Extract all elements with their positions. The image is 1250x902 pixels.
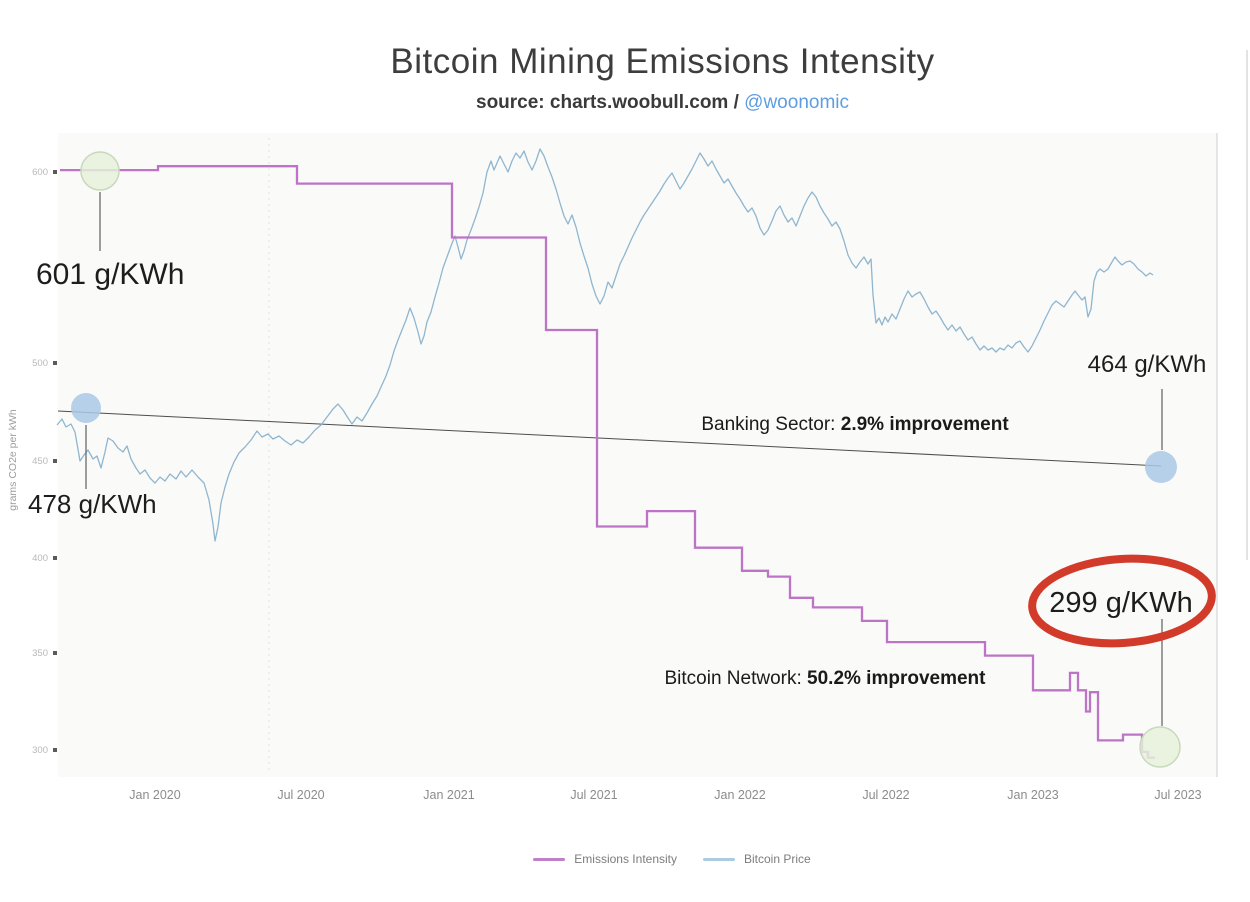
woonomic-link[interactable]: @woonomic bbox=[744, 92, 849, 113]
banking-sector-trend-line bbox=[57, 410, 1162, 467]
bitcoin-price-line bbox=[56, 148, 1154, 542]
chart-header: Bitcoin Mining Emissions Intensity sourc… bbox=[75, 42, 1250, 114]
source-text: source: charts.woobull.com / bbox=[476, 92, 745, 113]
y-tick-mark bbox=[53, 556, 57, 560]
plot-area bbox=[58, 133, 1217, 777]
y-tick-mark bbox=[53, 651, 57, 655]
legend-swatch bbox=[533, 857, 566, 861]
y-tick-label: 300 bbox=[32, 745, 48, 756]
emissions-intensity-line bbox=[60, 165, 1155, 759]
callout-value-label: 299 g/KWh bbox=[1049, 587, 1192, 619]
callout-value-label: 601 g/KWh bbox=[36, 258, 184, 291]
y-tick-mark bbox=[53, 748, 57, 752]
red-highlight-circle bbox=[1028, 554, 1216, 648]
chart-title: Bitcoin Mining Emissions Intensity bbox=[390, 42, 935, 81]
data-series bbox=[56, 148, 1162, 759]
legend-label: Emissions Intensity bbox=[574, 852, 677, 866]
x-tick-label: Jul 2021 bbox=[570, 788, 617, 802]
page-edge-divider bbox=[1246, 50, 1248, 560]
y-tick-label: 450 bbox=[32, 456, 48, 467]
chart-subtitle: source: charts.woobull.com / @woonomic bbox=[75, 92, 1250, 114]
banking-improvement-label: Banking Sector: 2.9% improvement bbox=[701, 414, 1009, 435]
callout-value-label: 464 g/KWh bbox=[1088, 351, 1207, 378]
y-tick-label: 500 bbox=[32, 358, 48, 369]
callout-labels: 601 g/KWh 478 g/KWh 464 g/KWh 299 g/KWh bbox=[28, 258, 1206, 619]
callout-markers bbox=[71, 151, 1216, 768]
blue-point-marker bbox=[1145, 451, 1177, 483]
x-tick-label: Jan 2023 bbox=[1007, 788, 1058, 802]
green-point-marker bbox=[80, 151, 120, 191]
y-tick-label: 600 bbox=[32, 167, 48, 178]
legend-item: Emissions Intensity bbox=[533, 852, 677, 866]
y-tick-mark bbox=[53, 459, 57, 463]
x-tick-label: Jan 2022 bbox=[714, 788, 765, 802]
axis-ticks: 600 500 450 400 350 300 Jan 2020 Jul 2020 Jan 20… bbox=[32, 167, 1202, 802]
y-tick-label: 350 bbox=[32, 648, 48, 659]
plot-background bbox=[58, 133, 1218, 777]
y-tick-mark bbox=[53, 170, 57, 174]
legend-label: Bitcoin Price bbox=[744, 852, 811, 866]
callout-value-label: 478 g/KWh bbox=[28, 489, 157, 519]
x-tick-label: Jul 2023 bbox=[1154, 788, 1201, 802]
y-tick-label: 400 bbox=[32, 553, 48, 564]
x-tick-label: Jan 2020 bbox=[129, 788, 180, 802]
chart-legend: Emissions Intensity Bitcoin Price bbox=[94, 852, 1250, 866]
y-axis-label: grams CO2e per kWh bbox=[7, 409, 19, 511]
green-point-marker bbox=[1139, 726, 1181, 768]
blue-point-marker bbox=[71, 393, 101, 423]
x-tick-label: Jul 2022 bbox=[862, 788, 909, 802]
x-tick-label: Jan 2021 bbox=[423, 788, 474, 802]
x-tick-label: Jul 2020 bbox=[277, 788, 324, 802]
bitcoin-improvement-label: Bitcoin Network: 50.2% improvement bbox=[664, 668, 986, 689]
legend-item: Bitcoin Price bbox=[703, 852, 811, 866]
y-tick-mark bbox=[53, 361, 57, 365]
legend-swatch bbox=[703, 857, 735, 861]
